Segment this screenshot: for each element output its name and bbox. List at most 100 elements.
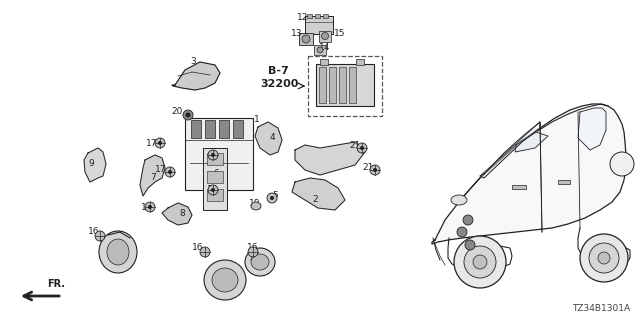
Polygon shape bbox=[255, 122, 282, 155]
Circle shape bbox=[465, 240, 475, 250]
Polygon shape bbox=[140, 155, 165, 196]
Polygon shape bbox=[578, 108, 606, 150]
Text: FR.: FR. bbox=[47, 279, 65, 289]
Text: 5: 5 bbox=[272, 191, 278, 201]
Text: 17: 17 bbox=[147, 139, 157, 148]
Bar bbox=[323, 14, 328, 18]
Polygon shape bbox=[292, 178, 345, 210]
Text: 3: 3 bbox=[190, 57, 196, 66]
Text: 17: 17 bbox=[156, 165, 167, 174]
Circle shape bbox=[580, 234, 628, 282]
Text: 8: 8 bbox=[179, 210, 185, 219]
Bar bbox=[558, 180, 570, 184]
Circle shape bbox=[302, 35, 310, 43]
Circle shape bbox=[155, 138, 165, 148]
Bar bbox=[320, 59, 328, 65]
Circle shape bbox=[610, 152, 634, 176]
Bar bbox=[315, 14, 320, 18]
Circle shape bbox=[464, 246, 496, 278]
Circle shape bbox=[148, 205, 152, 209]
Text: 16: 16 bbox=[88, 228, 100, 236]
Text: 21: 21 bbox=[362, 163, 374, 172]
Polygon shape bbox=[295, 142, 365, 175]
Bar bbox=[207, 153, 223, 165]
Polygon shape bbox=[162, 203, 192, 225]
Text: 21: 21 bbox=[349, 140, 361, 149]
Polygon shape bbox=[172, 62, 220, 90]
Bar bbox=[339, 67, 346, 103]
Circle shape bbox=[95, 231, 105, 241]
Text: 32200: 32200 bbox=[260, 79, 298, 89]
Bar bbox=[319, 31, 331, 42]
Bar bbox=[205, 120, 215, 138]
Text: 16: 16 bbox=[192, 244, 204, 252]
Ellipse shape bbox=[251, 254, 269, 270]
Circle shape bbox=[473, 255, 487, 269]
Circle shape bbox=[211, 188, 215, 192]
Ellipse shape bbox=[99, 231, 137, 273]
Circle shape bbox=[457, 227, 467, 237]
Bar bbox=[314, 45, 326, 55]
Ellipse shape bbox=[451, 195, 467, 205]
Circle shape bbox=[321, 33, 328, 39]
Circle shape bbox=[208, 150, 218, 160]
Circle shape bbox=[454, 236, 506, 288]
Text: TZ34B1301A: TZ34B1301A bbox=[572, 304, 630, 313]
Circle shape bbox=[158, 141, 162, 145]
Bar bbox=[307, 14, 312, 18]
Circle shape bbox=[370, 165, 380, 175]
Bar bbox=[299, 33, 313, 45]
Circle shape bbox=[183, 110, 193, 120]
Text: 10: 10 bbox=[249, 253, 260, 262]
Bar bbox=[191, 120, 201, 138]
Circle shape bbox=[186, 113, 191, 117]
Bar bbox=[203, 148, 227, 210]
Text: 19: 19 bbox=[207, 154, 219, 163]
Ellipse shape bbox=[204, 260, 246, 300]
Text: 13: 13 bbox=[291, 29, 303, 38]
Text: 4: 4 bbox=[269, 133, 275, 142]
Text: B-7: B-7 bbox=[268, 66, 289, 76]
Bar bbox=[329, 67, 336, 103]
Text: 19: 19 bbox=[207, 186, 219, 195]
Circle shape bbox=[267, 193, 277, 203]
Bar bbox=[349, 67, 356, 103]
Circle shape bbox=[598, 252, 610, 264]
Polygon shape bbox=[480, 122, 540, 178]
Bar bbox=[356, 59, 364, 65]
Polygon shape bbox=[515, 132, 548, 152]
Circle shape bbox=[373, 168, 377, 172]
Polygon shape bbox=[432, 104, 626, 244]
Ellipse shape bbox=[251, 202, 261, 210]
Polygon shape bbox=[84, 148, 106, 182]
Text: 6: 6 bbox=[213, 170, 219, 179]
Text: 11: 11 bbox=[214, 274, 226, 283]
Circle shape bbox=[211, 153, 215, 157]
Circle shape bbox=[357, 143, 367, 153]
Bar bbox=[305, 16, 333, 34]
Bar bbox=[219, 120, 229, 138]
Text: 12: 12 bbox=[298, 13, 308, 22]
Bar bbox=[319, 67, 326, 103]
Bar bbox=[308, 56, 382, 116]
Circle shape bbox=[317, 47, 323, 53]
Text: 14: 14 bbox=[319, 44, 331, 52]
Ellipse shape bbox=[212, 268, 238, 292]
Text: 1: 1 bbox=[254, 116, 260, 124]
Ellipse shape bbox=[107, 239, 129, 265]
Circle shape bbox=[208, 185, 218, 195]
Bar bbox=[512, 185, 526, 189]
Text: 9: 9 bbox=[88, 159, 94, 169]
Text: 2: 2 bbox=[312, 196, 318, 204]
Bar bbox=[185, 118, 253, 190]
Text: 22: 22 bbox=[118, 246, 130, 255]
Circle shape bbox=[145, 202, 155, 212]
Bar bbox=[207, 171, 223, 183]
Circle shape bbox=[165, 167, 175, 177]
Circle shape bbox=[463, 215, 473, 225]
Circle shape bbox=[589, 243, 619, 273]
Text: 16: 16 bbox=[247, 244, 259, 252]
Circle shape bbox=[360, 146, 364, 150]
Circle shape bbox=[200, 247, 210, 257]
Circle shape bbox=[270, 196, 274, 200]
